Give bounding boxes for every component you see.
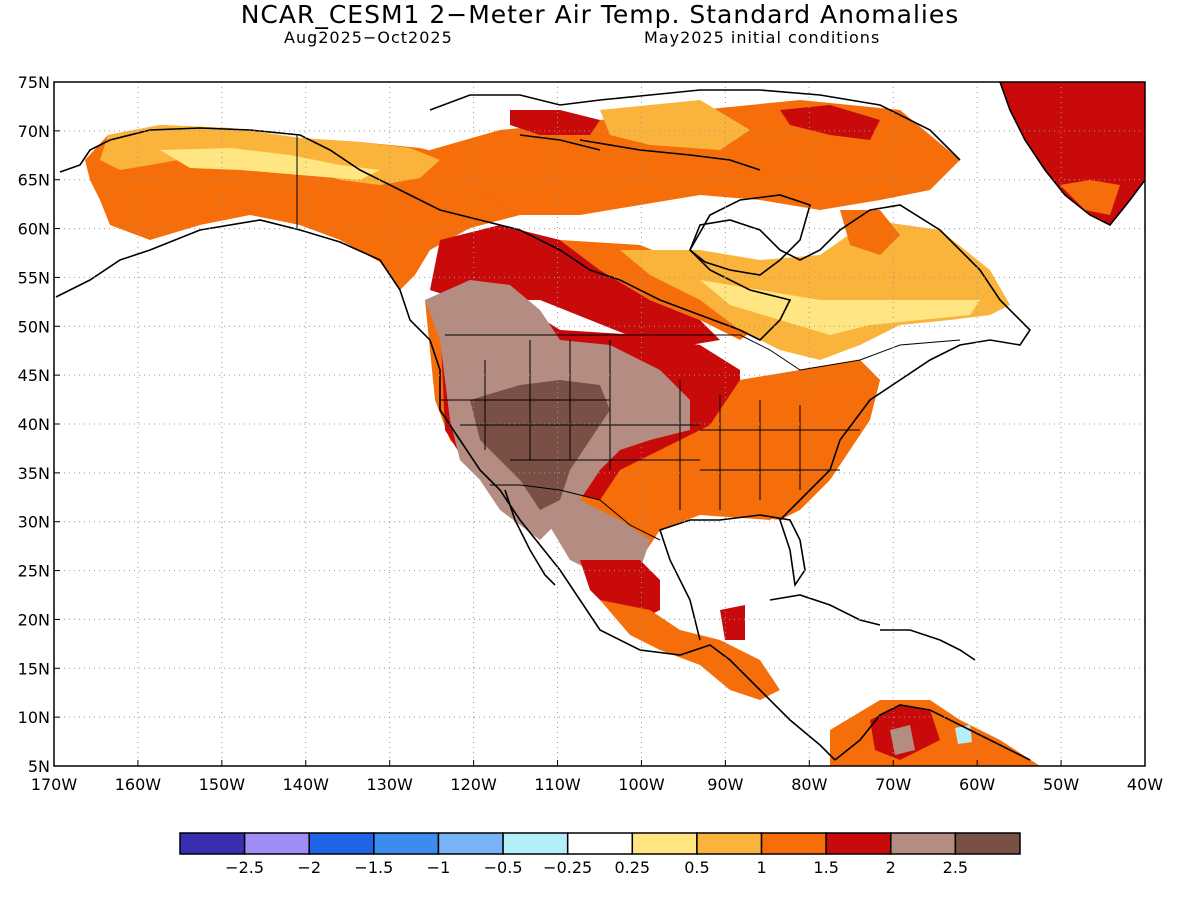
- colorbar-swatch: [566, 832, 634, 855]
- colorbar: [179, 832, 1021, 855]
- lon-tick-label: 50W: [1043, 775, 1079, 794]
- colorbar-label: 0.25: [614, 858, 650, 877]
- forecast-period: Aug2025−Oct2025: [284, 28, 453, 47]
- colorbar-label: −2.5: [225, 858, 264, 877]
- region-arctic-islands: [510, 110, 600, 135]
- initial-conditions: May2025 initial conditions: [644, 28, 881, 47]
- coastline-north-america: [55, 127, 1032, 761]
- lat-tick-label: 50N: [18, 317, 50, 336]
- latitude-axis: 75N 70N 65N 60N 55N 50N 45N 40N 35N 30N 25N 20N 15N 1…: [18, 73, 60, 776]
- colorbar-swatch: [760, 832, 827, 855]
- lon-tick-label: 170W: [31, 775, 78, 794]
- colorbar-label: 1.5: [813, 858, 838, 877]
- lon-tick-label: 70W: [875, 775, 911, 794]
- region-quebec: [620, 220, 1010, 360]
- lon-tick-label: 60W: [959, 775, 995, 794]
- region-labrador-orange: [840, 210, 900, 255]
- border-us-canada: [445, 334, 961, 371]
- lat-tick-label: 55N: [18, 268, 50, 287]
- colorbar-label: 0.5: [684, 858, 709, 877]
- region-yukon-band: [160, 148, 380, 180]
- lat-tick-label: 45N: [18, 366, 50, 385]
- coastline-hudson-bay: [688, 194, 811, 276]
- lon-tick-label: 120W: [450, 775, 497, 794]
- lon-tick-label: 150W: [199, 775, 246, 794]
- lon-tick-label: 80W: [791, 775, 827, 794]
- region-mexico: [580, 560, 660, 620]
- lat-tick-label: 10N: [18, 708, 50, 727]
- longitude-axis: 170W 160W 150W 140W 130W 120W 110W 100W 90W 80W 70…: [31, 760, 1163, 794]
- colorbar-swatch: [179, 832, 246, 855]
- lat-tick-label: 65N: [18, 171, 50, 190]
- region-venezuela-mauve: [890, 725, 915, 755]
- region-mexico-mauve: [540, 500, 650, 575]
- border-us-states-west: [440, 340, 700, 470]
- colorbar-label: 2.5: [943, 858, 968, 877]
- colorbar-swatch: [373, 832, 440, 855]
- coastlines: [55, 82, 1145, 761]
- colorbar-label: 1: [756, 858, 766, 877]
- lat-tick-label: 35N: [18, 464, 50, 483]
- coastline-arctic-islands: [429, 89, 961, 171]
- coastline-greenland: [999, 82, 1145, 227]
- colorbar-label: −2: [297, 858, 321, 877]
- region-greenland-orange: [1060, 180, 1120, 215]
- coastline-baja: [504, 489, 556, 586]
- lat-tick-label: 25N: [18, 562, 50, 581]
- colorbar-label: −1.5: [354, 858, 393, 877]
- border-us-states-east: [679, 380, 860, 510]
- colorbar-swatch: [502, 832, 569, 855]
- region-mexico-south: [600, 600, 780, 700]
- lat-tick-label: 5N: [28, 757, 50, 776]
- region-great-basin-dark: [470, 380, 610, 510]
- colorbar-labels: −2.5 −2 −1.5 −1 −0.5 −0.25 0.25 0.5 1 1.5 2 2.5: [225, 858, 968, 877]
- lat-tick-label: 15N: [18, 659, 50, 678]
- region-guiana-blue: [955, 725, 972, 744]
- colorbar-swatch: [890, 832, 957, 855]
- anomaly-shading: [85, 82, 1145, 766]
- lat-tick-label: 75N: [18, 73, 50, 92]
- colorbar-label: −0.5: [484, 858, 523, 877]
- lat-tick-label: 30N: [18, 513, 50, 532]
- political-borders: [296, 135, 961, 541]
- colorbar-swatch: [954, 832, 1021, 855]
- colorbar-swatch: [631, 832, 698, 855]
- region-yucatan: [720, 605, 745, 640]
- map-title: NCAR_CESM1 2−Meter Air Temp. Standard An…: [240, 0, 960, 29]
- colorbar-swatch: [696, 832, 763, 855]
- lon-tick-label: 110W: [534, 775, 581, 794]
- border-us-mexico: [490, 484, 661, 541]
- colorbar-swatch: [825, 832, 892, 855]
- lon-tick-label: 160W: [115, 775, 162, 794]
- coastline-caribbean: [880, 629, 976, 661]
- colorbar-label: 2: [886, 858, 896, 877]
- lon-tick-label: 100W: [618, 775, 665, 794]
- colorbar-swatch: [308, 832, 375, 855]
- lon-tick-label: 130W: [367, 775, 414, 794]
- graticule: [54, 82, 1145, 766]
- lon-tick-label: 40W: [1127, 775, 1163, 794]
- lat-tick-label: 60N: [18, 220, 50, 239]
- region-prairies: [430, 225, 720, 345]
- colorbar-label: −0.25: [543, 858, 592, 877]
- lon-tick-label: 90W: [707, 775, 743, 794]
- colorbar-swatch: [243, 832, 310, 855]
- region-prairies-orange: [560, 240, 760, 340]
- lat-tick-label: 40N: [18, 415, 50, 434]
- region-arctic-yellow: [600, 100, 750, 150]
- lon-tick-label: 140W: [283, 775, 330, 794]
- colorbar-label: −1: [427, 858, 451, 877]
- lat-tick-label: 20N: [18, 610, 50, 629]
- lat-tick-label: 70N: [18, 122, 50, 141]
- coastline-cuba: [769, 594, 881, 626]
- colorbar-swatch: [437, 832, 504, 855]
- region-quebec-yellow: [700, 280, 980, 335]
- region-us-east: [690, 360, 880, 520]
